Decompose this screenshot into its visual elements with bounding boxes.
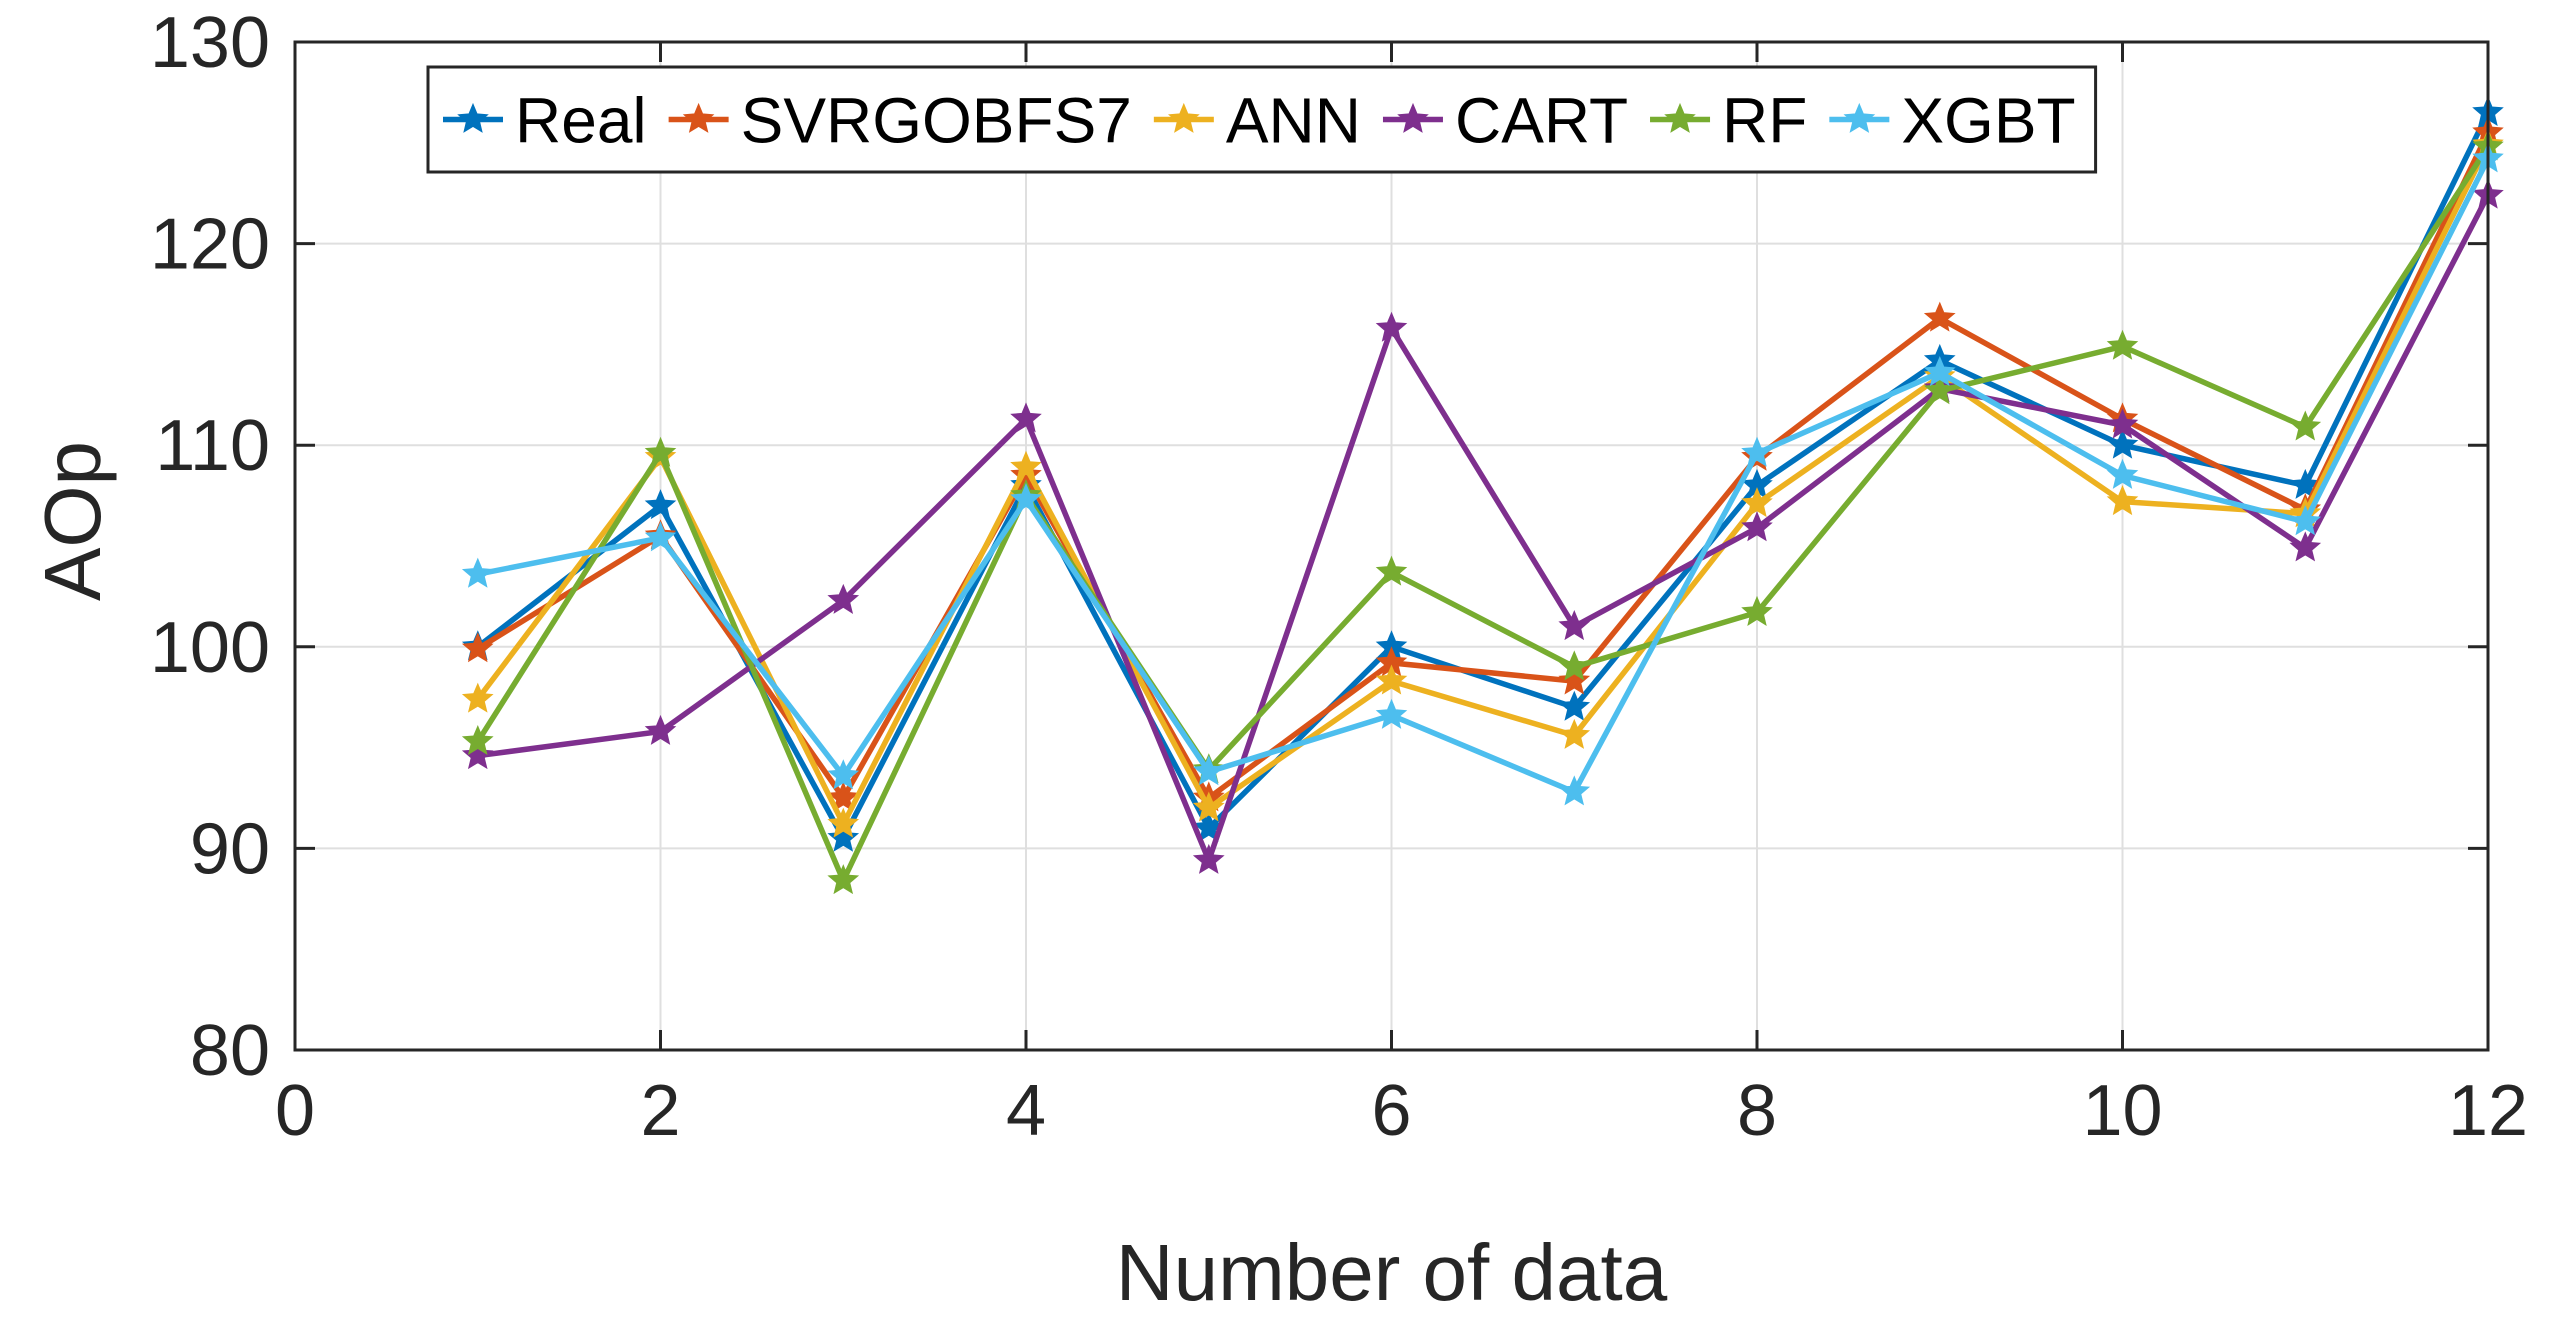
- data-point: [1923, 374, 1956, 405]
- data-point: [1192, 843, 1225, 874]
- data-point: [1192, 791, 1225, 822]
- data-point: [644, 714, 677, 745]
- data-point: [1558, 610, 1591, 641]
- y-tick-label: 80: [190, 1011, 270, 1091]
- data-point: [1923, 301, 1956, 332]
- data-point: [2106, 484, 2139, 516]
- legend-item-real: Real: [443, 85, 647, 157]
- y-axis-label: AOp: [28, 441, 117, 601]
- data-point: [1741, 595, 1773, 627]
- legend-label: Real: [515, 85, 647, 157]
- legend-swatch-marker: [1167, 102, 1200, 133]
- data-point: [461, 725, 494, 756]
- data-point: [1741, 511, 1773, 542]
- x-tick-label: 2: [640, 1071, 680, 1151]
- x-tick-label: 6: [1371, 1071, 1411, 1151]
- x-tick-label: 0: [275, 1071, 315, 1151]
- data-point: [461, 739, 494, 770]
- legend-item-xgbt: XGBT: [1829, 85, 2076, 157]
- data-point: [1923, 356, 1956, 387]
- data-point: [2106, 329, 2139, 360]
- data-point: [1010, 402, 1042, 433]
- ticks-layer: 0 2 4 6 8 10 12 80 90 100 110 120 130: [150, 3, 2528, 1151]
- series-line: [476, 111, 2491, 842]
- data-point: [1010, 450, 1042, 481]
- legend-swatch-marker: [1843, 102, 1876, 133]
- data-point: [827, 821, 860, 852]
- legend-label: RF: [1722, 85, 1807, 157]
- legend-swatch-marker: [1664, 102, 1696, 133]
- data-point: [2289, 410, 2322, 441]
- legend-label: ANN: [1226, 85, 1361, 157]
- legend-item-rf: RF: [1650, 85, 1807, 157]
- series-line: [477, 157, 2491, 795]
- data-point: [1741, 487, 1773, 518]
- legend: Real SVRGOBFS7 ANN CART RF XGBT: [426, 65, 2098, 174]
- series-cart: [461, 178, 2504, 874]
- data-point: [1375, 664, 1408, 695]
- data-point: [2106, 458, 2139, 489]
- data-point: [1375, 555, 1408, 586]
- data-point: [827, 807, 860, 838]
- series-xgbt: [461, 142, 2504, 806]
- x-axis-label: Number of data: [1116, 1228, 1668, 1317]
- legend-label: CART: [1455, 85, 1628, 157]
- data-point: [827, 583, 860, 614]
- data-point: [827, 864, 860, 895]
- data-point: [1558, 650, 1591, 681]
- data-point: [2289, 505, 2322, 536]
- legend-item-ann: ANN: [1153, 85, 1361, 157]
- data-point: [1558, 718, 1591, 749]
- data-point: [827, 781, 860, 812]
- data-point: [1558, 775, 1591, 806]
- data-point: [644, 436, 677, 467]
- legend-item-cart: CART: [1382, 85, 1628, 157]
- data-point: [2106, 428, 2139, 459]
- data-point: [1375, 698, 1408, 729]
- y-tick-label: 110: [155, 406, 270, 486]
- data-point: [1741, 436, 1773, 467]
- series-line: [475, 143, 2491, 827]
- legend-swatch-marker: [682, 102, 715, 133]
- x-tick-label: 4: [1006, 1071, 1046, 1151]
- data-point: [827, 759, 860, 790]
- y-tick-label: 130: [150, 3, 270, 83]
- data-point: [1010, 482, 1042, 514]
- y-tick-label: 90: [190, 809, 270, 889]
- legend-item-svrgobfs7: SVRGOBFS7: [668, 85, 1132, 157]
- data-point: [461, 682, 494, 713]
- legend-swatch-marker: [1397, 102, 1429, 133]
- x-tick-label: 12: [2448, 1071, 2528, 1151]
- data-point: [2106, 408, 2139, 439]
- legend-label: SVRGOBFS7: [741, 85, 1132, 157]
- data-point: [644, 521, 677, 552]
- data-point: [1375, 311, 1408, 342]
- data-point: [644, 489, 677, 520]
- series-line: [477, 193, 2491, 864]
- legend-items: Real SVRGOBFS7 ANN CART RF XGBT: [443, 85, 2076, 157]
- series-layer: [461, 95, 2504, 895]
- series-line: [475, 145, 2491, 884]
- data-point: [1558, 664, 1591, 695]
- legend-swatch-marker: [457, 102, 489, 133]
- series-line: [476, 131, 2491, 801]
- data-point: [461, 557, 494, 588]
- data-point: [1558, 690, 1591, 721]
- data-point: [2289, 531, 2322, 562]
- legend-label: XGBT: [1901, 85, 2075, 157]
- y-tick-label: 100: [150, 608, 270, 688]
- x-tick-label: 8: [1737, 1071, 1777, 1151]
- data-point: [1192, 755, 1225, 786]
- x-tick-label: 10: [2082, 1071, 2162, 1151]
- data-point: [461, 632, 494, 663]
- series-ann: [461, 128, 2504, 838]
- series-rf: [461, 130, 2504, 895]
- y-tick-label: 120: [150, 205, 270, 285]
